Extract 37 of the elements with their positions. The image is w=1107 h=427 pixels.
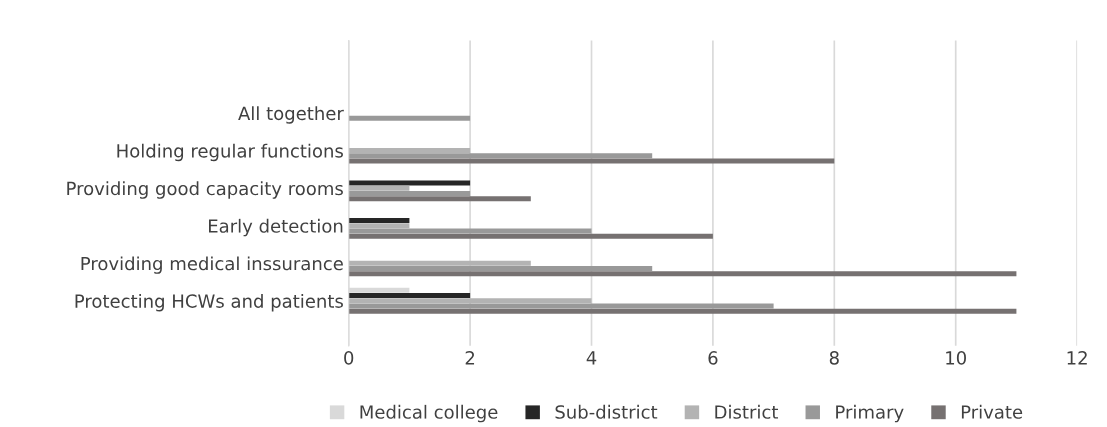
y-tick-label: Early detection — [209, 218, 343, 237]
bar — [348, 308, 1017, 314]
y-tick-label: Providing good capacity rooms — [67, 181, 343, 199]
bar — [348, 115, 471, 121]
legend-label: Sub-district — [555, 404, 658, 419]
bar — [348, 180, 471, 186]
bar — [348, 293, 471, 299]
bar — [348, 298, 592, 304]
bar — [348, 260, 531, 266]
bar — [348, 158, 835, 164]
y-tick-label: Protecting HCWs and patients — [75, 293, 343, 312]
bar — [348, 148, 471, 154]
legend-label: Primary — [836, 404, 904, 423]
bar — [348, 266, 653, 272]
x-tick-label: 4 — [586, 351, 597, 365]
x-tick-label: 8 — [829, 351, 839, 365]
x-tick-label: 12 — [1067, 351, 1087, 365]
bar — [348, 217, 410, 223]
bar — [348, 271, 1017, 277]
bar — [348, 228, 592, 234]
y-tick-label: All together — [238, 106, 344, 124]
y-tick-label: Holding regular functions — [117, 143, 343, 162]
bar — [348, 196, 531, 202]
bar — [348, 153, 653, 159]
bar — [348, 223, 410, 229]
bar — [348, 303, 774, 309]
x-tick-label: 2 — [465, 351, 475, 365]
legend-label: Private — [961, 404, 1023, 419]
x-tick-label: 0 — [344, 351, 354, 365]
y-tick-label: Providing medical inssurance — [81, 256, 343, 274]
bar — [348, 233, 713, 239]
x-tick-label: 10 — [946, 351, 966, 365]
x-tick-label: 6 — [708, 351, 718, 365]
legend-label: Medical college — [360, 404, 498, 423]
bar — [348, 185, 410, 191]
bar — [348, 190, 471, 196]
legend-label: District — [715, 404, 779, 419]
